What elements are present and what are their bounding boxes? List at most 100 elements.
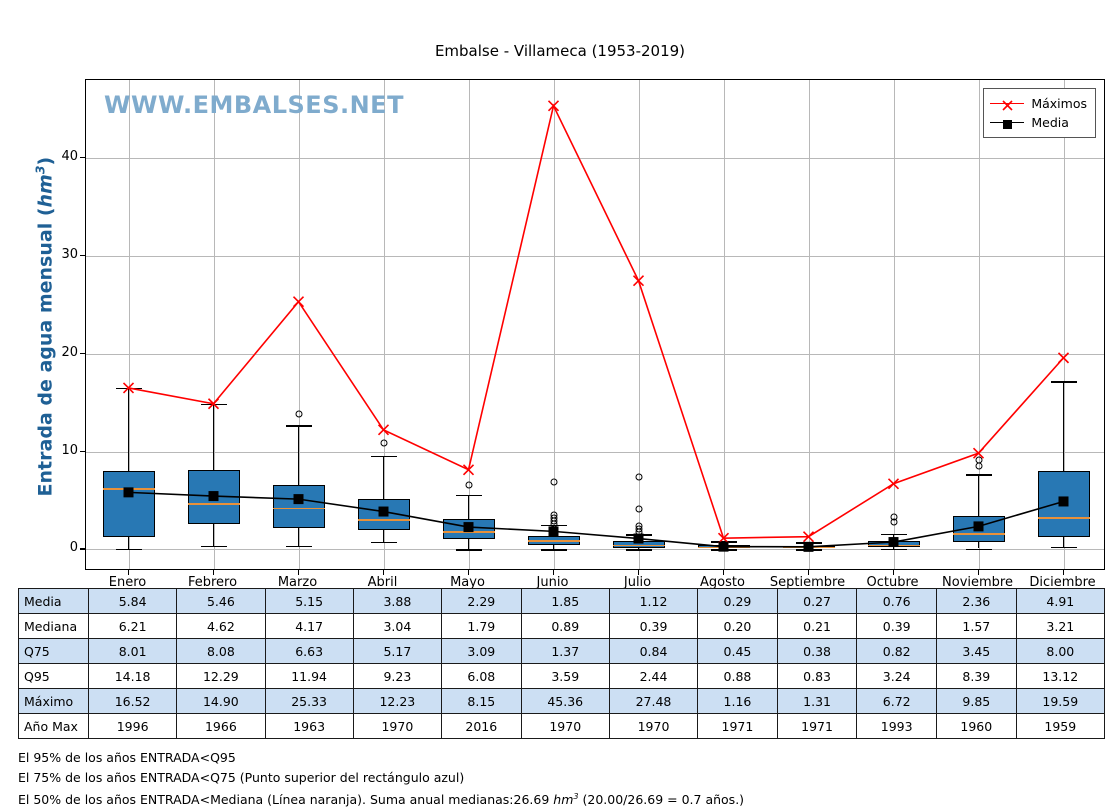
table-row-label: Q95	[18, 663, 89, 689]
box-cap-upper	[1050, 381, 1077, 383]
box-cap-upper	[285, 425, 312, 427]
box-cap-upper	[795, 542, 822, 544]
box-rect-diciembre	[1037, 471, 1090, 537]
box-whisker-lower	[127, 536, 130, 549]
x-tick-mark	[552, 570, 554, 575]
table-row: Q75 8.01 8.08 6.63 5.17 3.09 1.37 0.84 0.45 0.38 0…	[18, 638, 1106, 664]
table-cell: 1996	[87, 713, 178, 739]
box-cap-lower	[285, 546, 312, 548]
gridline-vertical	[638, 80, 640, 569]
box-outlier	[635, 473, 642, 481]
x-tick-label-octubre: Octubre	[866, 575, 919, 590]
table-cell: 0.20	[697, 613, 778, 639]
footnotes: El 95% de los años ENTRADA<Q95 El 75% de…	[18, 748, 744, 810]
x-tick-mark	[892, 570, 894, 575]
box-cap-lower	[1050, 547, 1077, 549]
table-cell: 1959	[1015, 713, 1106, 739]
footnote-unit: hm	[553, 792, 574, 808]
table-cell: 3.59	[520, 663, 610, 689]
x-tick-mark	[637, 570, 639, 575]
legend-label: Media	[1031, 115, 1069, 130]
table-row-label: Año Max	[18, 713, 89, 739]
table-cell: 9.23	[352, 663, 443, 689]
box-whisker-lower	[212, 524, 215, 547]
x-tick-mark	[977, 570, 979, 575]
series-line-máximos	[128, 103, 1065, 539]
box-rect-mayo	[442, 519, 495, 539]
box-cap-upper	[370, 455, 397, 457]
box-median-line	[357, 518, 410, 521]
gridline-vertical	[723, 80, 725, 569]
table-row-label: Máximo	[18, 688, 89, 714]
table-cell: 3.21	[1015, 613, 1106, 639]
table-cell: 1.12	[608, 588, 699, 614]
table-cell: 0.88	[697, 663, 778, 689]
watermark: WWW.EMBALSES.NET	[104, 91, 404, 119]
table-cell: 0.45	[697, 638, 778, 664]
box-rect-abril	[357, 498, 410, 531]
table-cell: 0.39	[856, 613, 937, 639]
table-cell: 45.36	[520, 688, 610, 714]
box-whisker-upper	[977, 474, 980, 516]
box-cap-lower	[200, 546, 227, 548]
table-cell: 0.29	[697, 588, 778, 614]
x-tick-mark	[722, 570, 724, 575]
table-cell: 3.04	[352, 613, 443, 639]
footnote-mediana-pre: El 50% de los años ENTRADA<Mediana (Líne…	[18, 792, 554, 808]
box-whisker-lower	[1062, 536, 1065, 548]
box-median-line	[527, 539, 580, 542]
table-cell: 16.52	[87, 688, 178, 714]
box-whisker-lower	[637, 547, 640, 550]
box-cap-lower	[880, 549, 907, 551]
x-tick-label-abril: Abril	[367, 575, 398, 590]
table-cell: 12.23	[352, 688, 443, 714]
plot-area: WWW.EMBALSES.NET Máximos Media	[85, 79, 1105, 570]
table-cell: 1970	[352, 713, 443, 739]
box-whisker-upper	[1062, 381, 1065, 472]
y-tick-mark	[80, 255, 85, 257]
table-cell: 0.76	[856, 588, 937, 614]
table-cell: 4.17	[264, 613, 354, 639]
x-tick-mark	[807, 570, 809, 575]
table-cell: 1966	[176, 713, 266, 739]
box-outlier	[635, 522, 642, 530]
table-cell: 1970	[608, 713, 699, 739]
table-cell: 12.29	[176, 663, 266, 689]
table-cell: 6.21	[87, 613, 178, 639]
table-cell: 0.89	[520, 613, 610, 639]
legend-item-media[interactable]: Media	[990, 113, 1087, 132]
box-outlier	[890, 513, 897, 521]
table-cell: 5.15	[264, 588, 354, 614]
box-whisker-upper	[127, 387, 130, 472]
x-tick-label-marzo: Marzo	[277, 575, 318, 590]
table-cell: 4.62	[176, 613, 266, 639]
box-cap-lower	[455, 549, 482, 551]
box-cap-lower	[625, 549, 652, 551]
x-tick-label-septiembre: Septiembre	[769, 575, 846, 590]
legend-item-máximos[interactable]: Máximos	[990, 94, 1087, 113]
table-cell: 1.16	[697, 688, 778, 714]
x-tick-label-diciembre: Diciembre	[1029, 575, 1096, 590]
table-cell: 8.39	[936, 663, 1017, 689]
table-cell: 0.21	[776, 613, 858, 639]
box-cap-lower	[115, 548, 142, 551]
page-title: Embalse - Villameca (1953-2019)	[434, 42, 686, 60]
box-whisker-upper	[297, 425, 300, 485]
box-outlier	[550, 478, 557, 485]
table-cell: 2016	[441, 713, 522, 739]
x-tick-mark	[382, 570, 384, 575]
y-tick-label: 40	[61, 149, 78, 165]
box-cap-lower	[795, 549, 822, 551]
box-whisker-upper	[382, 455, 385, 499]
table-row: Mediana 6.21 4.62 4.17 3.04 1.79 0.89 0.39 0.20 0…	[18, 613, 1106, 639]
footnote-q95: El 95% de los años ENTRADA<Q95	[18, 750, 236, 765]
gridline-vertical	[808, 80, 810, 569]
table-row: Q95 14.18 12.29 11.94 9.23 6.08 3.59 2.44 0.88 0.…	[18, 663, 1106, 689]
table-row-label: Media	[18, 588, 89, 614]
box-cap-lower	[540, 549, 567, 551]
table-cell: 3.88	[352, 588, 443, 614]
table-cell: 1963	[264, 713, 354, 739]
table-cell: 27.48	[608, 688, 699, 714]
table-cell: 8.08	[176, 638, 266, 664]
